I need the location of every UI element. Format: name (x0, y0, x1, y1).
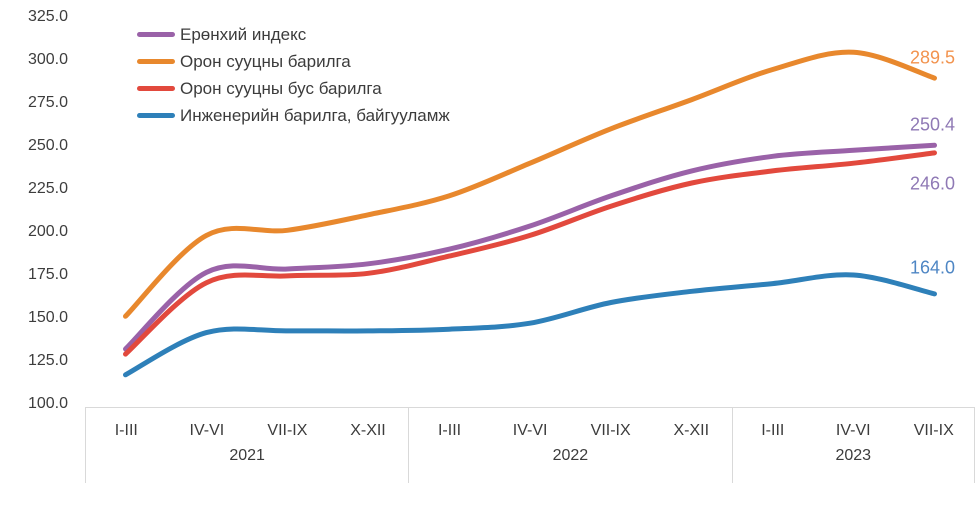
series-line (123, 49, 937, 319)
series-line (123, 272, 937, 378)
quarter-label: I-III (761, 421, 785, 439)
y-axis-tick-label: 250.0 (27, 137, 68, 154)
y-axis-tick-label: 175.0 (27, 266, 68, 283)
legend-line-swatch (137, 86, 175, 91)
quarter-label: VII-IX (267, 421, 308, 439)
legend-line-swatch (137, 59, 175, 64)
year-label: 2022 (552, 447, 589, 465)
legend-item: Ерөнхий индекс (137, 21, 450, 48)
year-label: 2021 (229, 447, 265, 465)
legend: Ерөнхий индекс Орон сууцны барилга Орон су… (137, 21, 450, 129)
y-axis-tick-label: 150.0 (27, 309, 68, 326)
quarter-label: X-XII (673, 421, 710, 439)
end-value-label: 289.5 (909, 47, 955, 68)
y-axis-tick-label: 325.0 (27, 8, 68, 25)
legend-label: Ерөнхий индекс (180, 24, 307, 44)
y-axis-tick-label: 225.0 (27, 180, 68, 197)
quarter-label: I-III (114, 421, 138, 439)
year-label: 2023 (835, 447, 872, 465)
quarter-label: IV-VI (835, 421, 871, 439)
legend-line-swatch (137, 32, 175, 37)
y-axis-tick-label: 125.0 (27, 352, 68, 369)
legend-label: Орон сууцны барилга (180, 51, 351, 71)
end-value-label: 164.0 (909, 257, 955, 278)
quarter-label: IV-VI (189, 421, 225, 439)
legend-item: Инженерийн барилга, байгууламж (137, 102, 450, 129)
end-value-label: 246.0 (909, 173, 955, 194)
quarter-label: X-XII (350, 421, 386, 439)
x-axis-year-group: I-III IV-VI VII-IX X-XII 2022 (409, 408, 733, 483)
series-line (123, 150, 937, 357)
legend-item: Орон сууцны бус барилга (137, 75, 450, 102)
legend-label: Инженерийн барилга, байгууламж (180, 105, 450, 125)
series-line (123, 142, 937, 352)
end-value-label: 250.4 (909, 114, 955, 135)
x-axis: I-III IV-VI VII-IX X-XII 2021 I-III IV-VI VII-I… (85, 407, 975, 483)
quarter-label: VII-IX (913, 421, 954, 439)
legend-label: Орон сууцны бус барилга (180, 78, 382, 98)
quarter-label: VII-IX (590, 421, 631, 439)
x-axis-year-group: I-III IV-VI VII-IX X-XII 2021 (86, 408, 410, 483)
y-axis-tick-label: 275.0 (27, 94, 68, 111)
quarter-label: I-III (437, 421, 462, 439)
y-axis-tick-label: 200.0 (27, 223, 68, 240)
legend-line-swatch (137, 113, 175, 118)
x-axis-year-group: I-III IV-VI VII-IX 2023 (733, 408, 975, 483)
y-axis-tick-label: 100.0 (27, 395, 68, 412)
legend-item: Орон сууцны барилга (137, 48, 450, 75)
quarter-label: IV-VI (512, 421, 548, 439)
y-axis-tick-label: 300.0 (27, 51, 68, 68)
